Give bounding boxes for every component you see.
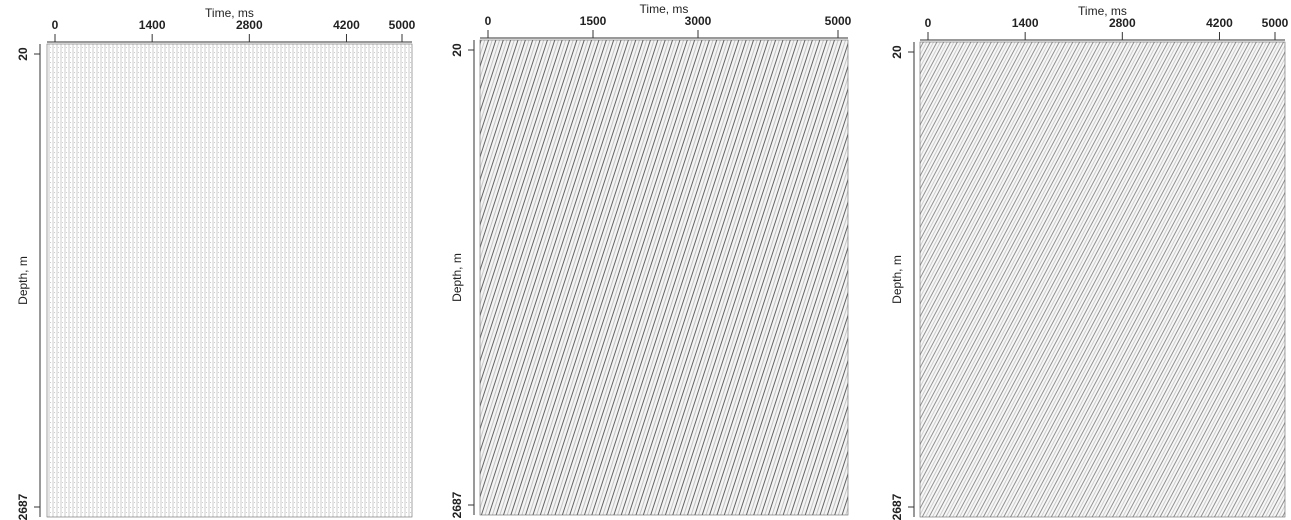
x-tick-label: 2800 (236, 18, 263, 32)
y-axis-label: Depth, m (890, 255, 904, 304)
x-tick-label: 0 (52, 18, 59, 32)
y-tick-label: 2687 (890, 493, 904, 520)
x-tick-label: 1400 (1012, 16, 1039, 30)
x-tick-label: 4200 (1206, 16, 1233, 30)
seismic-section (46, 43, 413, 518)
x-tick-label: 0 (485, 14, 492, 28)
y-tick-label: 20 (450, 43, 464, 57)
y-axis-label: Depth, m (450, 253, 464, 302)
x-tick-label: 5000 (825, 14, 852, 28)
y-tick-label: 20 (890, 45, 904, 59)
x-axis-label: Time, ms (1078, 4, 1127, 18)
x-tick-label: 2800 (1109, 16, 1136, 30)
x-tick-label: 4200 (333, 18, 360, 32)
x-tick-label: 1400 (139, 18, 166, 32)
y-axis-label: Depth, m (16, 256, 30, 305)
x-tick-label: 1500 (580, 14, 607, 28)
x-tick-label: 3000 (685, 14, 712, 28)
x-axis-label: Time, ms (205, 6, 254, 20)
x-axis-label: Time, ms (640, 2, 689, 16)
x-tick-label: 0 (925, 16, 932, 30)
seismic-section (919, 41, 1286, 518)
x-tick-label: 5000 (1262, 16, 1289, 30)
y-tick-label: 2687 (16, 493, 30, 520)
seismic-section (479, 39, 849, 516)
y-tick-label: 2687 (450, 491, 464, 518)
x-tick-label: 5000 (389, 18, 416, 32)
y-tick-label: 20 (16, 47, 30, 61)
